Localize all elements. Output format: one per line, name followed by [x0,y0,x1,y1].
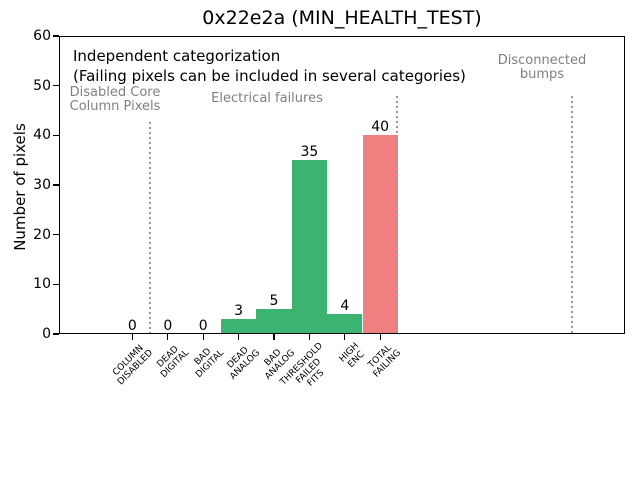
y-tick-label: 20 [33,226,51,243]
bar-value-label: 5 [269,293,279,310]
y-tick-label: 0 [42,326,51,342]
y-tick-label: 40 [33,127,51,144]
annotation-disconnected-bumps: Disconnected bumps [497,53,587,82]
x-tick-label: DEAD ANALOG [225,345,262,382]
x-tick-mark [379,334,381,340]
x-tick-mark [238,334,240,340]
bar-value-label: 40 [371,119,390,136]
bar-value-label: 0 [198,318,208,334]
x-tick-mark [167,334,169,340]
annotation-categorization-note: (Failing pixels can be included in sever… [73,67,466,85]
x-tick-mark [131,334,133,340]
annotation-electrical-failures: Electrical failures [211,91,323,106]
x-tick-mark [202,334,204,340]
bar-value-label: 4 [340,298,350,315]
bar-6 [327,314,363,334]
bar-7 [362,135,398,334]
section-separator-line-2 [571,96,573,334]
bar-5 [291,160,328,334]
x-tick-label: DEAD DIGITAL [155,344,191,381]
bar-value-label: 3 [234,303,244,320]
annotation-independent-categorization: Independent categorization [73,47,281,65]
y-tick-mark [53,85,59,87]
x-tick-mark [273,334,275,340]
x-tick-mark [308,334,310,340]
y-tick-label: 50 [33,77,51,94]
y-tick-mark [53,333,59,335]
x-tick-label: BAD DIGITAL [192,346,227,381]
bar-4 [256,309,292,334]
bar-value-label: 35 [300,144,319,161]
bar-value-label: 0 [163,318,173,334]
x-tick-mark [344,334,346,340]
x-tick-label: COLUMN DISABLED [111,343,156,388]
y-tick-mark [53,283,59,285]
bar-value-label: 0 [127,318,137,334]
y-tick-label: 30 [33,177,51,193]
x-tick-label: HIGH ENC [337,341,367,370]
section-separator-line-0 [149,122,151,334]
chart-title: 0x22e2a (MIN_HEALTH_TEST) [202,7,482,29]
bar-3 [220,319,257,334]
annotation-disabled-core-column-pixels: Disabled Core Column Pixels [69,85,161,114]
section-separator-line-1 [396,96,398,334]
y-tick-label: 10 [33,276,51,293]
y-tick-mark [53,184,59,186]
y-tick-label: 60 [33,28,51,44]
y-tick-mark [53,234,59,236]
y-tick-mark [53,35,59,37]
y-tick-mark [53,134,59,136]
x-tick-label: TOTAL FAILING [366,343,404,380]
